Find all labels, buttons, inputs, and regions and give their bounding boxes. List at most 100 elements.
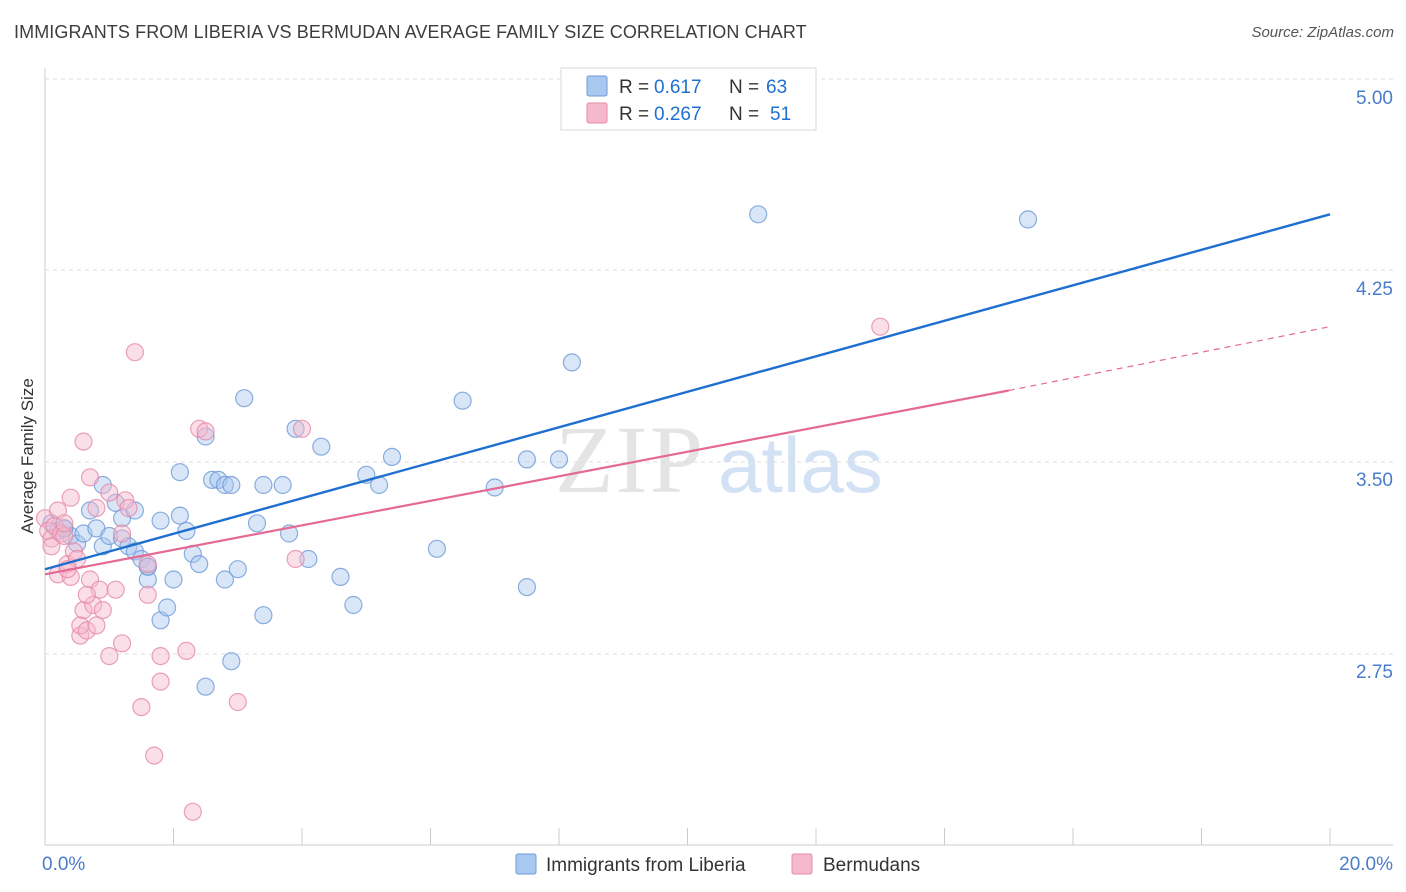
bermudans-point [151,672,170,691]
liberia-point [312,437,331,456]
bermudans-point [77,621,96,640]
watermark-zip: ZIP [555,406,705,513]
liberia-point [222,475,241,495]
legend-r-label-bermudans: R = [619,104,649,125]
liberia-point [453,391,472,410]
liberia-point [222,652,241,671]
liberia-point [138,570,157,589]
legend-swatch-liberia [586,75,608,97]
liberia-point [344,595,363,615]
liberia-point [151,511,170,530]
liberia-point [170,463,189,482]
bermudans-point [145,746,164,765]
liberia-point [247,514,267,533]
legend-r-label-liberia: R = [619,77,649,98]
bottom-legend-label-bermudans: Bermudans [823,855,920,876]
bottom-legend-label-liberia: Immigrants from Liberia [546,855,746,876]
x-tick-label-max: 20.0% [1339,854,1393,875]
legend-n-value-liberia: 63 [766,77,787,98]
bermudans-point [196,422,215,441]
watermark: ZIP atlas [555,406,883,513]
bermudans-point [177,641,196,661]
bermudans-point [138,554,157,574]
liberia-point [549,450,569,469]
liberia-point [235,389,254,408]
bermudans-point [87,616,106,635]
bermudans-point [112,634,132,653]
source-label: Source: ZipAtlas.com [1251,24,1394,41]
bermudans-point [61,488,80,507]
chart-title: IMMIGRANTS FROM LIBERIA VS BERMUDAN AVER… [14,22,807,42]
liberia-point [562,353,582,372]
bermudans-point [100,646,119,666]
liberia-point [331,567,350,587]
liberia-point [164,570,183,589]
liberia-point [190,554,209,574]
liberia-point [196,677,215,696]
bermudans-point [42,537,61,556]
liberia-point [254,475,273,495]
liberia-point [427,539,446,558]
watermark-atlas: atlas [718,421,883,509]
bermudans-point [286,549,305,569]
bermudans-point [138,585,157,604]
bermudans-point [132,697,151,717]
bermudans-point [74,600,93,620]
liberia-trend-line [44,213,1331,571]
bermudans-trend-extension [1008,326,1331,392]
bermudans-point [55,526,74,546]
bermudans-point [74,432,93,451]
legend-n-value-bermudans: 51 [770,104,791,125]
y-axis-title: Average Family Size [18,378,37,534]
bermudans-point [55,514,74,533]
bottom-legend-swatch-liberia [515,853,537,875]
grid [45,78,1393,655]
liberia-point [749,205,768,224]
liberia-point [93,537,112,556]
liberia-point [286,419,305,438]
bermudans-point [871,317,890,336]
liberia-point [382,447,402,466]
y-tick-label-275: 2.75 [1356,662,1393,683]
bermudans-point [228,692,247,712]
legend-r-value-liberia: 0.617 [654,77,702,98]
liberia-point [517,577,537,597]
bermudans-point [87,498,106,518]
bermudans-point [93,600,112,620]
y-tick-label-500: 5.00 [1356,88,1393,109]
liberia-point [228,560,247,579]
legend-swatch-bermudans [586,102,608,124]
bermudans-point [77,585,96,604]
bermudans-point [151,646,170,666]
series-bermudans-points [35,317,890,821]
x-axis-ticks [173,828,1331,845]
liberia-point [273,475,292,495]
liberia-point [215,475,234,495]
bermudans-point [292,419,312,438]
y-tick-label-425: 4.25 [1356,279,1393,300]
series-legend: Immigrants from Liberia Bermudans [515,853,920,876]
trend-lines [44,213,1331,576]
bermudans-point [106,580,125,599]
bermudans-point [84,595,103,615]
bermudans-point [80,468,100,487]
bermudans-point [100,483,119,502]
bermudans-point [119,498,138,518]
bermudans-point [112,524,132,543]
bermudans-trend-line [44,389,1009,576]
x-tick-label-min: 0.0% [42,854,85,875]
liberia-point [215,570,234,589]
legend-n-label-liberia: N = [729,77,759,98]
bottom-legend-swatch-bermudans [791,853,813,875]
liberia-point [158,598,177,617]
legend-r-value-bermudans: 0.267 [654,104,702,125]
liberia-point [299,549,318,569]
liberia-point [1018,210,1038,229]
bermudans-point [183,802,202,821]
bermudans-point [51,524,71,543]
liberia-point [254,606,273,625]
y-tick-label-350: 3.50 [1356,470,1393,491]
liberia-point [517,450,537,469]
stats-legend: R = 0.617 N = 63 R = 0.267 N = 51 [560,67,817,131]
